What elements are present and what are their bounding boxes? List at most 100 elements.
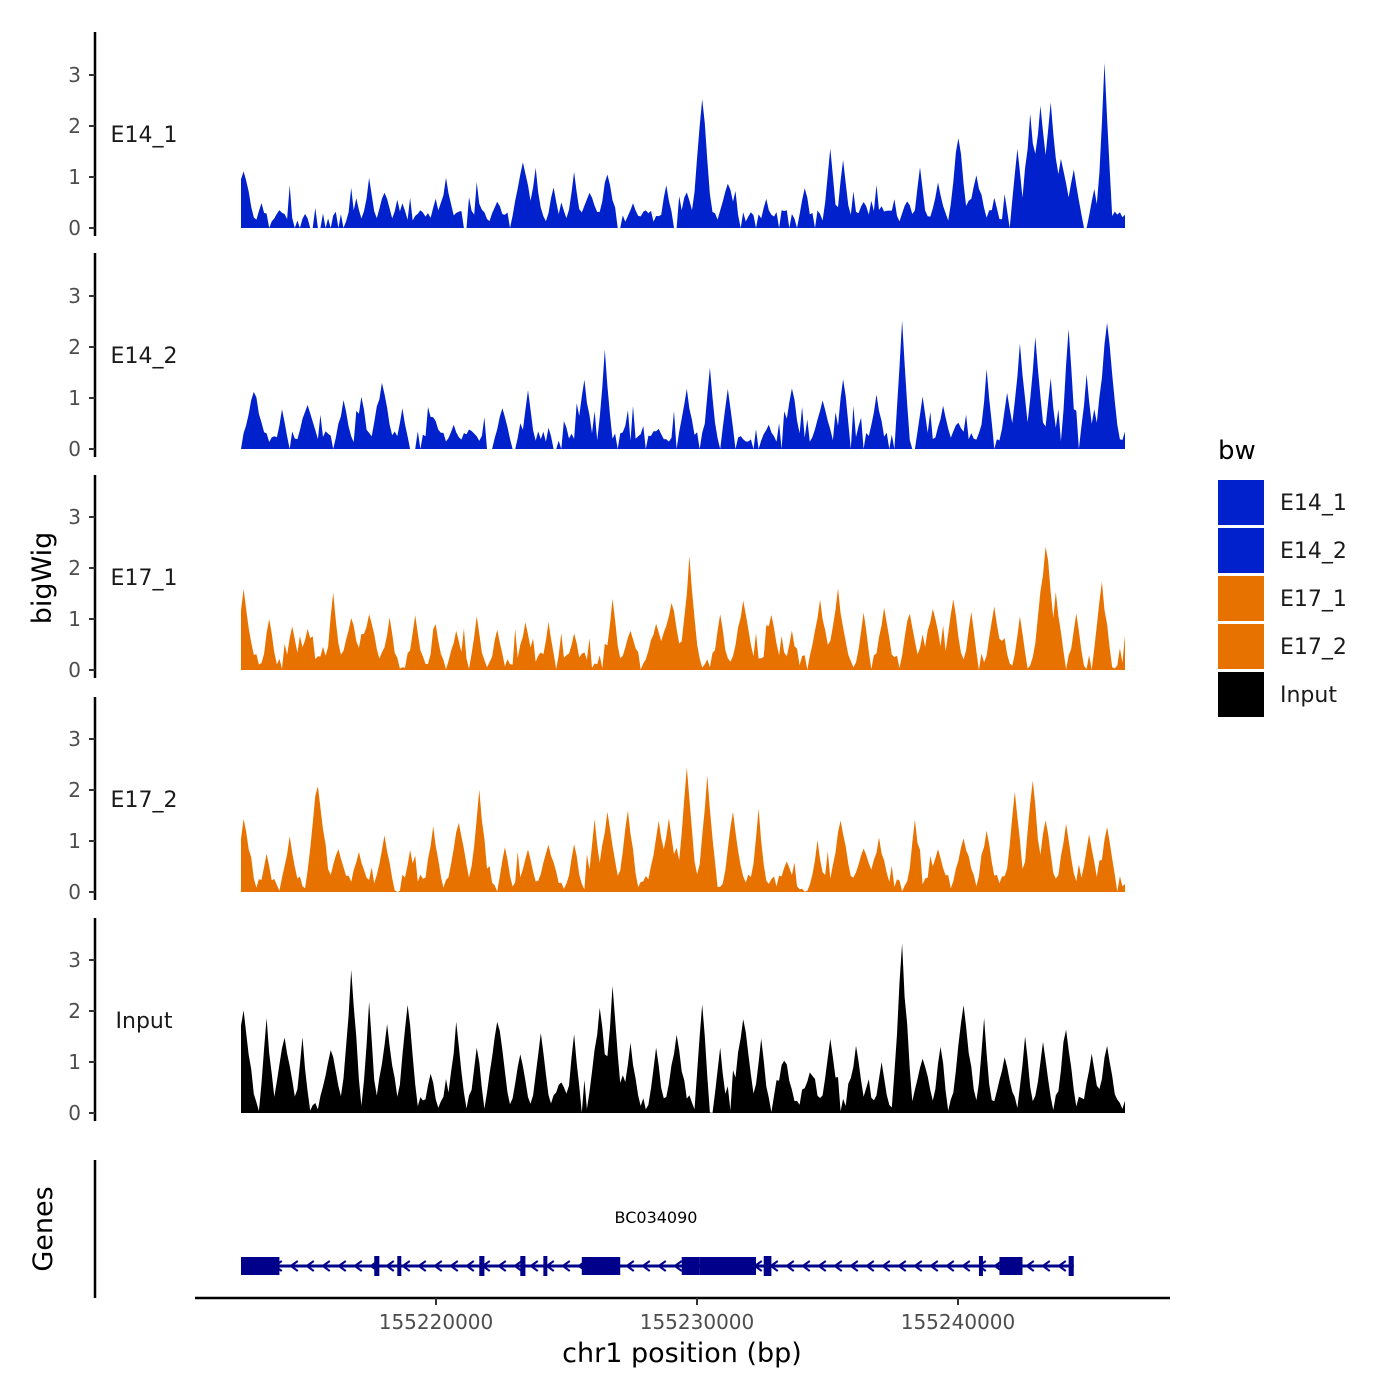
signal-area-e17-2 [241, 767, 1125, 892]
legend-label: E14_1 [1280, 491, 1347, 516]
y-tick-label: 2 [68, 556, 81, 580]
y-tick-label: 3 [68, 284, 81, 308]
strand-arrow [1057, 1260, 1067, 1272]
strand-arrow [433, 1260, 443, 1272]
gene-exon [374, 1256, 380, 1276]
gene-exon [581, 1257, 621, 1275]
y-tick-label: 1 [68, 386, 81, 410]
legend-swatch [1218, 624, 1264, 669]
x-tick-label: 155240000 [901, 1310, 1016, 1334]
gene-exon [543, 1256, 548, 1276]
y-tick-label: 2 [68, 778, 81, 802]
legend-swatch [1218, 672, 1264, 717]
gene-exon [520, 1256, 526, 1276]
legend-item-e17-2: E17_2 [1218, 624, 1347, 669]
strand-arrow [625, 1260, 635, 1272]
y-tick-label: 1 [68, 829, 81, 853]
strand-arrow [833, 1260, 843, 1272]
y-tick-label: 1 [68, 607, 81, 631]
strand-arrow [961, 1260, 971, 1272]
strand-arrow [337, 1260, 347, 1272]
x-tick-label: 155230000 [640, 1310, 755, 1334]
strand-arrow [289, 1260, 299, 1272]
x-axis: 155220000 155230000 155240000 [195, 1296, 1170, 1334]
gene-track-label: Genes [28, 1186, 59, 1271]
strand-arrow [897, 1260, 907, 1272]
y-tick-label: 2 [68, 335, 81, 359]
strand-arrow [1041, 1260, 1051, 1272]
y-tick-label: 3 [68, 505, 81, 529]
strand-arrow [305, 1260, 315, 1272]
strand-arrow [353, 1260, 363, 1272]
legend-item-e14-1: E14_1 [1218, 480, 1347, 525]
track-e14-2: 0 1 2 3 E14_2 [68, 253, 1125, 461]
y-tick-label: 0 [68, 437, 81, 461]
strand-arrow [385, 1260, 395, 1272]
legend-item-input: Input [1218, 672, 1337, 717]
track-e14-1: 0 1 2 3 E14_1 [68, 32, 1125, 240]
signal-area-e14-2 [241, 320, 1125, 449]
legend-swatch [1218, 576, 1264, 621]
y-tick-label: 0 [68, 880, 81, 904]
strand-arrow [561, 1260, 571, 1272]
y-tick-label: 1 [68, 1050, 81, 1074]
legend-label: E17_2 [1280, 635, 1347, 660]
legend-item-e14-2: E14_2 [1218, 528, 1347, 573]
y-tick-label: 0 [68, 216, 81, 240]
strand-arrow [945, 1260, 955, 1272]
signal-area-input [241, 943, 1125, 1113]
track-label: E14_2 [111, 344, 178, 369]
strand-arrow [641, 1260, 651, 1272]
track-e17-1: 0 1 2 3 E17_1 [68, 475, 1125, 682]
strand-arrow [497, 1260, 507, 1272]
gene-exon [699, 1257, 757, 1275]
y-tick-label: 2 [68, 999, 81, 1023]
x-axis-title: chr1 position (bp) [562, 1338, 802, 1369]
strand-arrow [513, 1260, 523, 1272]
strand-arrow [817, 1260, 827, 1272]
gene-exon [763, 1256, 772, 1276]
gene-exon [479, 1256, 485, 1276]
strand-arrow [417, 1260, 427, 1272]
legend-item-e17-1: E17_1 [1218, 576, 1347, 621]
strand-arrow [465, 1260, 475, 1272]
track-input: 0 1 2 3 Input [68, 918, 1125, 1125]
track-e17-2: 0 1 2 3 E17_2 [68, 697, 1125, 904]
strand-arrow [657, 1260, 667, 1272]
strand-arrow [865, 1260, 875, 1272]
strand-arrow [529, 1260, 539, 1272]
strand-arrow [401, 1260, 411, 1272]
y-tick-label: 3 [68, 63, 81, 87]
track-label: Input [116, 1009, 173, 1034]
gene-exon [681, 1257, 700, 1275]
gene-track: Genes BC034090 [28, 1160, 1074, 1298]
strand-arrow [801, 1260, 811, 1272]
legend-label: Input [1280, 683, 1337, 708]
gene-exon [1068, 1256, 1074, 1276]
y-axis-title: bigWig [27, 532, 58, 625]
legend-label: E17_1 [1280, 587, 1347, 612]
signal-tracks: 0 1 2 3 E14_1 0 1 2 3 E14_2 0 1 2 3 E17_1 0 1 2 3 E17_2 0 1 2 3… [68, 32, 1125, 1125]
strand-arrow [1025, 1260, 1035, 1272]
gene-name-label: BC034090 [615, 1208, 698, 1227]
strand-arrow [993, 1260, 1003, 1272]
legend-title: bw [1218, 436, 1256, 466]
track-label: E14_1 [111, 123, 178, 148]
legend-swatch [1218, 528, 1264, 573]
y-tick-label: 2 [68, 114, 81, 138]
gene-exon [999, 1257, 1023, 1275]
x-tick-label: 155220000 [379, 1310, 494, 1334]
strand-arrow [785, 1260, 795, 1272]
strand-arrow [449, 1260, 459, 1272]
legend: bw E14_1 E14_2 E17_1 E17_2 Input [1218, 436, 1347, 717]
strand-arrow [881, 1260, 891, 1272]
strand-arrow [977, 1260, 987, 1272]
strand-arrow [929, 1260, 939, 1272]
signal-area-e17-1 [241, 546, 1125, 670]
strand-arrow [913, 1260, 923, 1272]
strand-arrow [321, 1260, 331, 1272]
track-label: E17_1 [111, 566, 178, 591]
y-tick-label: 0 [68, 1101, 81, 1125]
track-label: E17_2 [111, 788, 178, 813]
